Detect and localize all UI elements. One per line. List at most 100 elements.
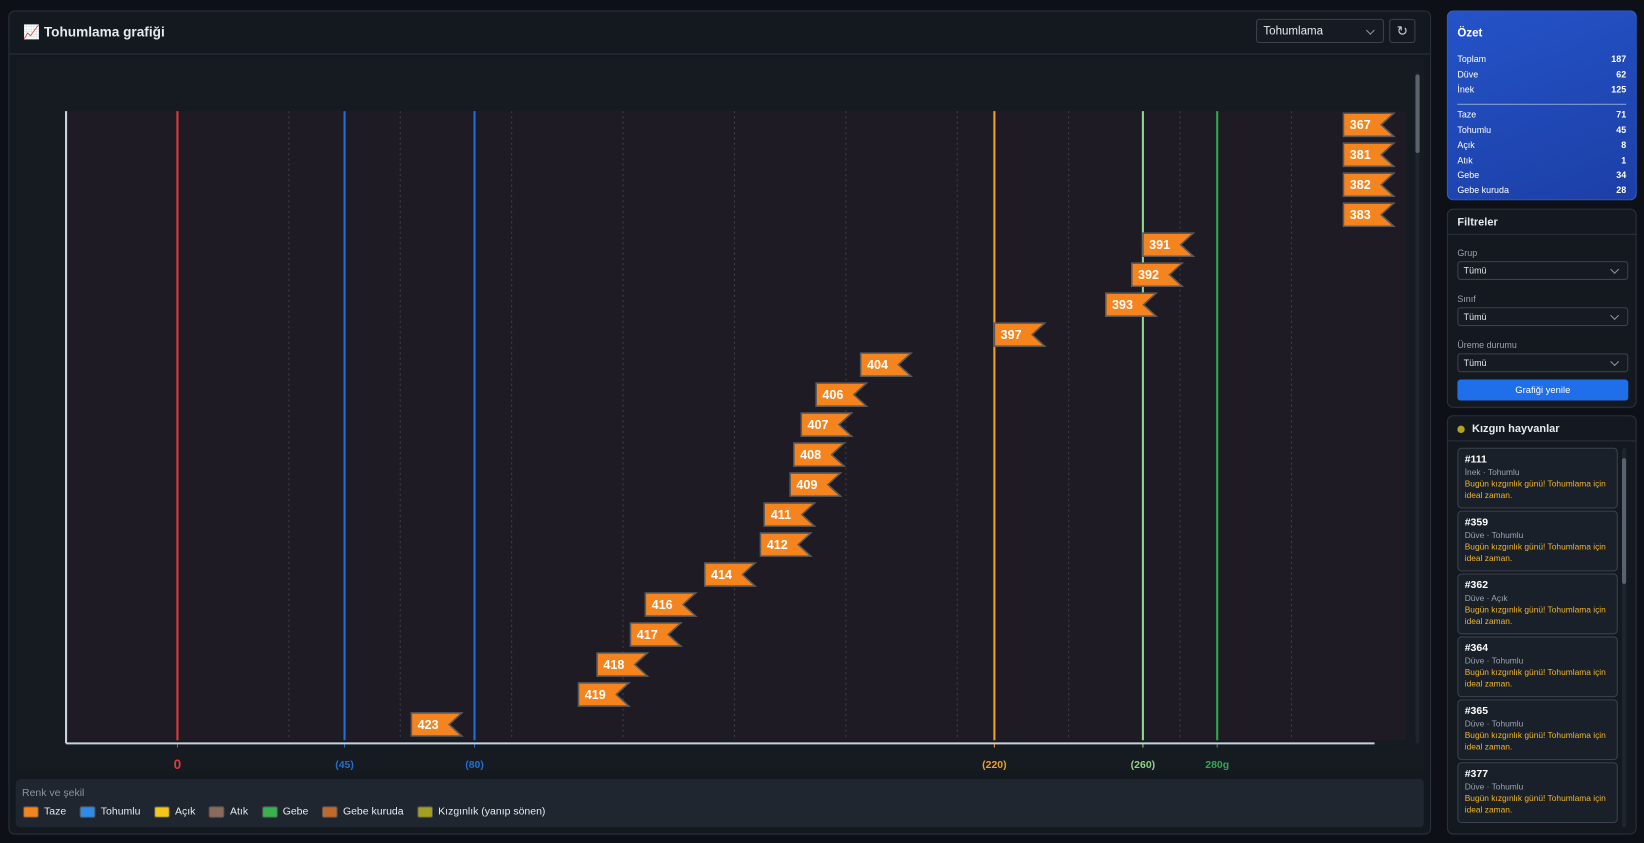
legend-label: Atık — [230, 806, 249, 818]
legend-label: Tohumlu — [100, 806, 141, 818]
legend-swatch — [417, 806, 433, 818]
summary-value: 62 — [1616, 68, 1627, 80]
reference-label: 0 — [174, 757, 182, 772]
scroll-thumb — [1621, 458, 1627, 584]
legend-items: Taze Tohumlu Açık Atık Gebe Gebe kuruda Kızgın… — [23, 806, 545, 818]
summary-row: Açık 8 — [1457, 140, 1626, 150]
summary-label: Açık — [1457, 139, 1475, 151]
filter-select[interactable]: Tümü — [1457, 353, 1629, 373]
summary-label: Düve — [1457, 68, 1479, 80]
alert-card[interactable]: #362 Düve · Açık Bugün kızgınlık günü! Toh… — [1457, 573, 1618, 635]
chart-type-select[interactable]: Tohumlama — [1256, 18, 1384, 43]
select-value: Tohumlama — [1263, 25, 1324, 38]
alert-id: #359 — [1464, 516, 1489, 529]
chevron — [1610, 357, 1620, 367]
flag-marker — [644, 592, 698, 617]
legend-swatch — [321, 806, 338, 818]
flag-label: 381 — [1350, 148, 1371, 162]
chart-scroll-thumb — [1415, 74, 1420, 154]
select-value: Tümü — [1463, 357, 1487, 369]
summary-label: Gebe — [1457, 169, 1480, 181]
chevron — [1610, 265, 1620, 274]
flag-marker — [410, 712, 464, 737]
select-value: Tümü — [1463, 265, 1487, 276]
filter-label: Sınıf — [1457, 293, 1476, 305]
legend-swatch — [23, 806, 39, 818]
alert-card[interactable]: #359 Düve · Tohumlu Bugün kızgınlık günü! … — [1457, 510, 1618, 572]
alert-card[interactable]: #364 Düve · Tohumlu Bugün kızgınlık günü! … — [1457, 636, 1618, 698]
alert-message: Bugün kızgınlık günü! Tohumlama için ide… — [1464, 793, 1606, 815]
filter-label: Grup — [1457, 247, 1478, 258]
flag-label: 392 — [1138, 268, 1159, 282]
flag-label: 404 — [867, 358, 888, 372]
summary-value: 45 — [1616, 124, 1627, 136]
summary-label: Tohumlu — [1457, 124, 1492, 136]
summary-value: 71 — [1616, 109, 1627, 120]
apply-button[interactable]: Grafiği yenile — [1457, 379, 1629, 401]
flag-label: 409 — [796, 478, 817, 492]
panel-title: 📈 Tohumlama grafiği — [23, 24, 165, 40]
summary-row: Atık 1 — [1457, 155, 1626, 165]
flag-marker — [759, 532, 813, 557]
flag-marker — [763, 502, 817, 527]
legend-item: Kızgınlık (yanıp sönen) — [417, 806, 545, 818]
alert-card[interactable]: #365 Düve · Tohumlu Bugün kızgınlık günü! … — [1457, 699, 1618, 761]
legend-item: Atık — [209, 806, 248, 818]
legend-item: Açık — [154, 806, 195, 818]
flag-label: 408 — [800, 448, 821, 462]
summary-label: Gebe kuruda — [1457, 184, 1509, 196]
flag-marker — [815, 382, 869, 407]
flag-marker — [800, 412, 854, 437]
flag-label: 382 — [1350, 178, 1371, 192]
legend-label: Gebe kuruda — [342, 806, 404, 818]
refresh-button[interactable]: ↻ — [1389, 18, 1416, 43]
flag-label: 414 — [711, 568, 732, 582]
summary-label: Atık — [1457, 154, 1473, 166]
summary-row: Gebe kuruda 28 — [1457, 185, 1626, 195]
alert-message: Bugün kızgınlık günü! Tohumlama için ide… — [1464, 730, 1606, 752]
flag-label: 419 — [585, 688, 606, 702]
alert-card[interactable]: #111 İnek · Tohumlu Bugün kızgınlık günü! … — [1457, 447, 1618, 509]
flag-label: 367 — [1350, 118, 1371, 132]
reference-label: (260) — [1131, 760, 1155, 771]
select-value: Tümü — [1463, 311, 1487, 322]
legend: Renk ve şekil Taze Tohumlu Açık Atık Gebe Geb… — [15, 779, 1424, 828]
alert-id: #365 — [1464, 705, 1489, 718]
alert-message: Bugün kızgınlık günü! Tohumlama için ide… — [1464, 479, 1606, 500]
chart-scrollbar — [1415, 72, 1420, 744]
legend-item: Taze — [23, 806, 66, 818]
alert-card[interactable]: #377 Düve · Tohumlu Bugün kızgınlık günü! … — [1457, 762, 1618, 824]
legend-swatch — [261, 806, 278, 818]
legend-swatch — [79, 806, 96, 818]
summary-row: Toplam 187 — [1457, 54, 1626, 64]
summary-row: Tohumlu 45 — [1457, 125, 1626, 135]
summary-panel: Özet Toplam 187 Düve 62 İnek 125 Taze 71 Tohumlu… — [1446, 10, 1637, 201]
flag-marker — [1342, 202, 1396, 228]
legend-swatch — [209, 806, 225, 818]
summary-label: Toplam — [1457, 53, 1487, 65]
filters-panel: Filtreler Grafiği yenile Grup Tümü Sınıf Tü… — [1446, 208, 1637, 408]
filter-label: Üreme durumu — [1457, 339, 1517, 351]
divider — [1447, 233, 1636, 235]
summary-value: 1 — [1621, 154, 1627, 166]
flag-label: 411 — [771, 508, 791, 522]
summary-row: Taze 71 — [1457, 109, 1626, 119]
filter-select[interactable]: Tümü — [1457, 261, 1629, 280]
flag-marker — [629, 622, 683, 647]
reference-label: (80) — [465, 760, 484, 771]
reference-label: (220) — [982, 760, 1006, 771]
summary-value: 8 — [1621, 139, 1627, 151]
reference-label: (45) — [335, 760, 354, 771]
legend-label: Gebe — [282, 806, 309, 818]
alert-subtitle: Düve · Tohumlu — [1464, 656, 1524, 666]
chevron — [1365, 25, 1375, 35]
legend-item: Gebe kuruda — [321, 806, 404, 818]
summary-row: Düve 62 — [1457, 69, 1626, 79]
filter-select[interactable]: Tümü — [1457, 307, 1629, 327]
flag-marker — [1104, 292, 1159, 318]
status-dot — [1457, 425, 1465, 434]
summary-label: İnek — [1457, 84, 1475, 95]
alert-message: Bugün kızgınlık günü! Tohumlama için ide… — [1464, 667, 1606, 689]
alert-id: #111 — [1464, 453, 1487, 466]
